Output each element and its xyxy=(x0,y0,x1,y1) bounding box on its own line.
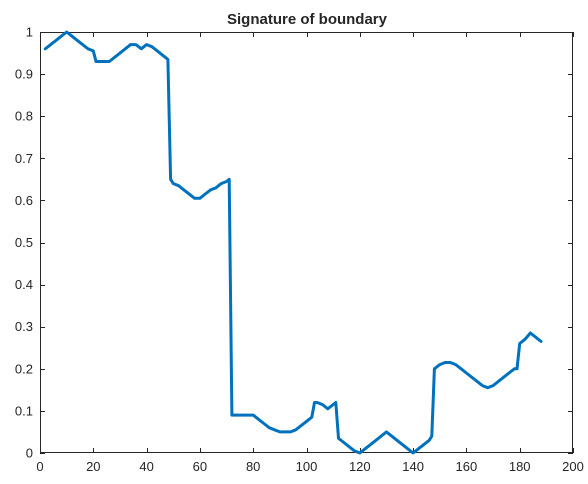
x-tick-label: 180 xyxy=(509,459,531,474)
x-tick-label: 80 xyxy=(246,459,260,474)
y-tick-label: 0.3 xyxy=(15,319,33,334)
x-tick-label: 20 xyxy=(86,459,100,474)
x-tick-label: 140 xyxy=(402,459,424,474)
x-tick-label: 100 xyxy=(296,459,318,474)
x-tick-label: 0 xyxy=(36,459,43,474)
x-tick-label: 200 xyxy=(562,459,584,474)
chart-title: Signature of boundary xyxy=(227,11,388,28)
y-tick-label: 0.7 xyxy=(15,151,33,166)
x-tick-label: 40 xyxy=(139,459,153,474)
y-axis: 0 0.1 0.2 0.3 0.4 0.5 0.6 0.7 0.8 0.9 1 xyxy=(15,25,573,461)
y-tick-label: 0.6 xyxy=(15,193,33,208)
y-tick-label: 0.9 xyxy=(15,67,33,82)
y-tick-label: 0.8 xyxy=(15,109,33,124)
y-tick-label: 1 xyxy=(26,25,33,40)
x-tick-label: 160 xyxy=(456,459,478,474)
y-tick-label: 0.2 xyxy=(15,361,33,376)
series-line-1 xyxy=(43,30,543,455)
x-axis: 0 20 40 60 80 100 120 140 160 180 200 xyxy=(36,32,584,474)
x-tick-label: 60 xyxy=(193,459,207,474)
x-tick-label: 120 xyxy=(349,459,371,474)
y-tick-label: 0.4 xyxy=(15,277,33,292)
y-tick-label: 0 xyxy=(26,446,33,461)
series-layer xyxy=(43,30,543,455)
y-tick-label: 0.1 xyxy=(15,403,33,418)
y-tick-label: 0.5 xyxy=(15,235,33,250)
plot-area xyxy=(40,32,573,453)
